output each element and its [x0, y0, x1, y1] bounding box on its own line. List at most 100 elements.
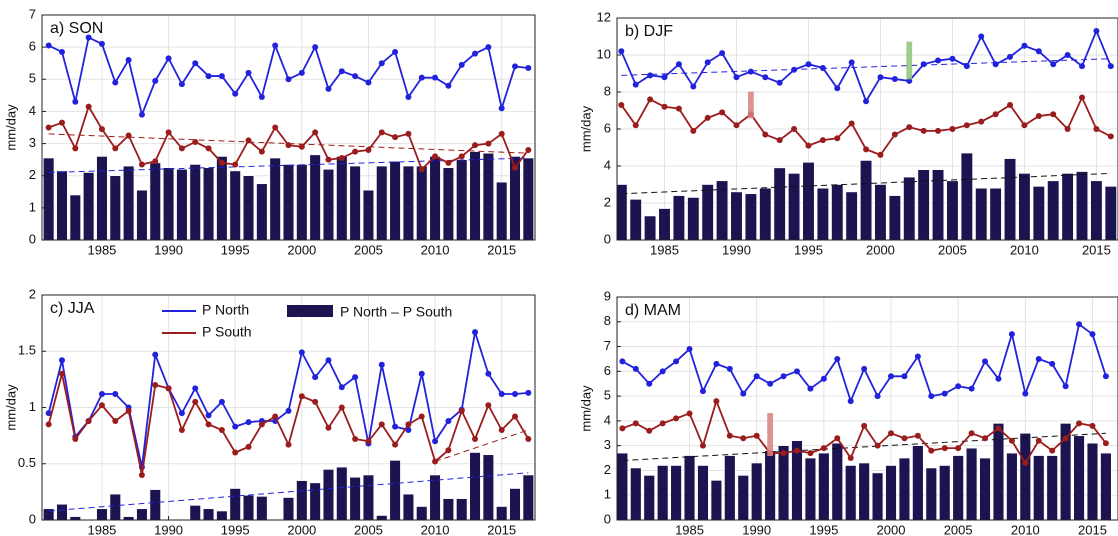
point [432, 74, 439, 81]
point [152, 351, 159, 358]
point [891, 76, 898, 83]
bar [874, 184, 887, 240]
point [498, 130, 505, 137]
point [834, 435, 841, 442]
bar [136, 189, 148, 240]
point [659, 368, 666, 375]
point [178, 145, 185, 152]
legend-label: P South [202, 324, 252, 340]
point [192, 385, 199, 392]
bar [1086, 442, 1099, 520]
point [704, 114, 711, 121]
y-tick-label: 8 [604, 313, 611, 328]
point [72, 98, 79, 105]
y-tick-label: 5 [604, 388, 611, 403]
x-tick-label: 1985 [650, 242, 679, 257]
point [1076, 420, 1083, 427]
point [1064, 126, 1071, 132]
point [955, 445, 962, 452]
bar [429, 156, 441, 240]
bar [777, 445, 790, 520]
bar [759, 187, 772, 240]
point [686, 410, 693, 417]
event-marker [906, 41, 913, 80]
point [949, 55, 956, 62]
point [512, 391, 519, 397]
point [877, 151, 884, 158]
bar [1019, 432, 1031, 520]
point [1035, 48, 1042, 55]
bar [831, 442, 843, 520]
point [245, 443, 252, 450]
y-axis-label: mm/day [3, 384, 18, 431]
panel-title: a) SON [50, 20, 103, 37]
point [807, 385, 814, 392]
point [392, 423, 399, 430]
plot-frame [41, 14, 536, 241]
point [98, 402, 105, 409]
bar [791, 440, 803, 520]
y-tick-label: 2 [29, 167, 36, 182]
point [733, 74, 740, 81]
y-tick-label: 2 [604, 194, 611, 209]
point [378, 421, 385, 428]
bar [69, 516, 81, 520]
point [432, 458, 439, 465]
bar [992, 423, 1005, 520]
point [861, 365, 868, 372]
point [392, 48, 399, 55]
bar [269, 157, 281, 240]
bar [69, 194, 81, 240]
bar [522, 157, 534, 240]
point [776, 79, 783, 86]
point [312, 398, 319, 405]
point [285, 76, 292, 83]
bar [744, 193, 757, 240]
point [405, 427, 412, 433]
panel: 0 0.5 1 1.5 2 1985 1990 1995 2000 2005 2010 2015 c) … [3, 286, 536, 536]
point [661, 103, 668, 110]
plot-content [42, 295, 535, 520]
bar [362, 189, 375, 240]
bar [202, 508, 215, 520]
bar [176, 168, 188, 240]
point [1049, 360, 1056, 367]
point [659, 420, 666, 427]
point [619, 425, 626, 432]
point [928, 447, 935, 454]
point [726, 432, 733, 439]
point [740, 435, 747, 442]
bar [229, 488, 241, 520]
bar [751, 462, 763, 520]
x-tick-label: 2005 [944, 522, 973, 536]
point [138, 111, 145, 118]
point [1008, 437, 1015, 444]
x-tick-label: 2015 [1078, 522, 1107, 536]
trend-line [621, 58, 1111, 76]
bar [402, 493, 415, 520]
point [285, 441, 292, 448]
bar [1100, 452, 1112, 520]
point [485, 402, 492, 409]
bar [216, 156, 228, 240]
bar [630, 467, 642, 520]
point [138, 472, 145, 478]
point [848, 59, 855, 66]
point [1050, 61, 1057, 68]
point [432, 153, 439, 160]
point [365, 79, 372, 86]
y-tick-label: 4 [29, 103, 36, 118]
x-tick-label: 1990 [722, 242, 751, 257]
point [791, 126, 798, 132]
point [378, 129, 385, 136]
point [632, 122, 639, 129]
point [512, 63, 519, 70]
point [338, 404, 345, 411]
point [690, 83, 697, 90]
point [1007, 53, 1014, 60]
point [352, 73, 359, 80]
point [968, 385, 975, 392]
point [458, 407, 465, 414]
bar [1003, 158, 1017, 240]
bar [189, 164, 201, 240]
